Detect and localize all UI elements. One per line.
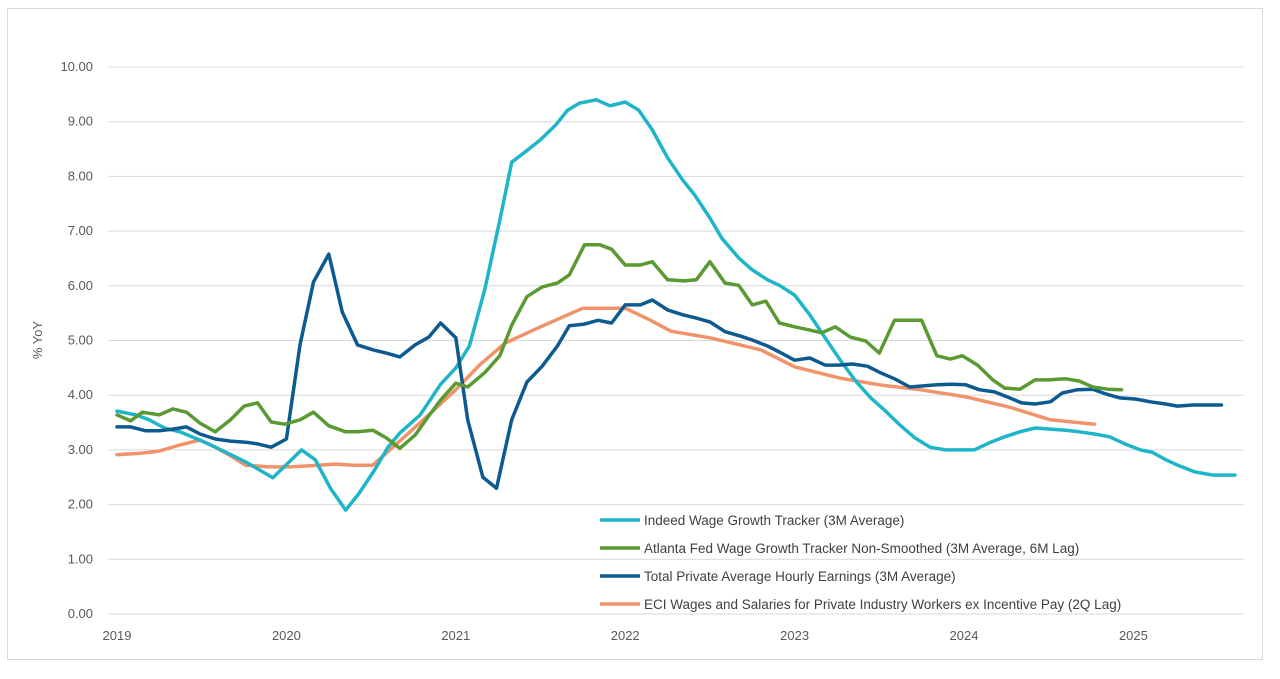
y-tick-label: 8.00 <box>68 168 93 183</box>
legend-label: Indeed Wage Growth Tracker (3M Average) <box>644 513 904 528</box>
x-tick-label: 2023 <box>780 628 809 643</box>
gridlines <box>108 66 1244 615</box>
chart-frame <box>7 8 1263 660</box>
y-tick-label: 0.00 <box>68 606 93 621</box>
y-tick-label: 6.00 <box>68 278 93 293</box>
y-tick-label: 9.00 <box>68 114 93 129</box>
x-tick-label: 2024 <box>950 628 979 643</box>
y-tick-label: 2.00 <box>68 497 93 512</box>
x-tick-labels: 2019 2020 2021 2022 2023 2024 2025 <box>103 628 1148 643</box>
legend-label: Atlanta Fed Wage Growth Tracker Non-Smoo… <box>644 541 1079 556</box>
y-tick-label: 5.00 <box>68 333 93 348</box>
x-tick-label: 2025 <box>1119 628 1148 643</box>
legend-label: ECI Wages and Salaries for Private Indus… <box>644 597 1121 612</box>
legend: Indeed Wage Growth Tracker (3M Average) A… <box>600 513 1121 612</box>
y-tick-labels: 0.00 1.00 2.00 3.00 4.00 5.00 6.00 7.00 8.00 9.00… <box>60 59 93 621</box>
series-line-3 <box>115 306 1097 469</box>
y-tick-label: 7.00 <box>68 223 93 238</box>
series-line-2 <box>115 252 1224 490</box>
x-tick-label: 2021 <box>441 628 470 643</box>
series-lines <box>115 98 1237 512</box>
x-tick-label: 2019 <box>103 628 132 643</box>
x-tick-label: 2022 <box>611 628 640 643</box>
legend-label: Total Private Average Hourly Earnings (3… <box>644 569 956 584</box>
y-tick-label: 4.00 <box>68 387 93 402</box>
series-line-0 <box>115 98 1237 512</box>
y-axis-label: % YoY <box>30 321 45 360</box>
y-tick-label: 1.00 <box>68 551 93 566</box>
y-tick-label: 3.00 <box>68 442 93 457</box>
y-tick-label: 10.00 <box>60 59 93 74</box>
series-line-1 <box>115 243 1124 451</box>
x-tick-label: 2020 <box>272 628 301 643</box>
